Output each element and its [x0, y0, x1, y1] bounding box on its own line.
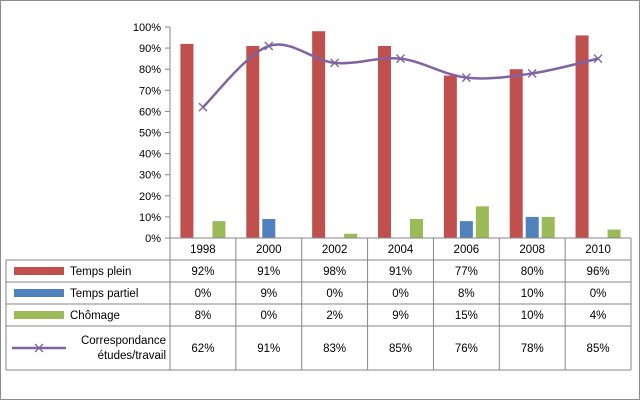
- bar-1-2006: [459, 221, 473, 238]
- y-tick-label: 50%: [139, 128, 161, 140]
- bar-2-1998: [212, 221, 226, 238]
- data-label-2-2000: 0%: [260, 310, 277, 322]
- data-label-3-2010: 85%: [587, 343, 610, 355]
- series-name: Temps plein: [70, 266, 131, 278]
- data-label-0-2002: 98%: [323, 266, 346, 278]
- bar-1-2008: [525, 216, 539, 238]
- category-label-2000: 2000: [256, 244, 282, 256]
- line-marker-2010: [593, 54, 603, 64]
- bar-2-2010: [607, 229, 621, 238]
- bar-0-2008: [509, 69, 523, 238]
- bar-0-2002: [312, 31, 326, 238]
- line-marker-2002: [330, 58, 340, 68]
- category-label-2006: 2006: [454, 244, 480, 256]
- line-marker-2000: [264, 41, 274, 51]
- line-marker-1998: [198, 102, 208, 112]
- y-tick-label: 80%: [139, 64, 161, 76]
- data-label-3-2006: 76%: [455, 343, 478, 355]
- line-marker-2006: [461, 73, 471, 83]
- data-label-0-2006: 77%: [455, 266, 478, 278]
- data-label-0-2000: 91%: [257, 266, 280, 278]
- data-label-1-2006: 8%: [458, 288, 475, 300]
- line-correspondance: [202, 43, 599, 109]
- bar-2-2004: [410, 219, 423, 238]
- data-label-3-2004: 85%: [389, 343, 412, 355]
- data-label-1-2010: 0%: [590, 288, 607, 300]
- data-label-2-2008: 10%: [521, 310, 544, 322]
- series-name: Chômage: [70, 310, 120, 322]
- series-name: Temps partiel: [70, 288, 138, 300]
- category-label-2004: 2004: [388, 244, 414, 256]
- y-tick-label: 100%: [133, 22, 161, 34]
- y-tick-label: 90%: [139, 43, 161, 55]
- category-label-2008: 2008: [519, 244, 545, 256]
- category-label-2010: 2010: [585, 244, 611, 256]
- category-label-2002: 2002: [322, 244, 348, 256]
- data-table: 1998 2000 2002 2004 2006 2008 2010 Temps plein 9…: [5, 237, 632, 371]
- y-tick-label: 60%: [139, 106, 161, 118]
- legend-key-0: [14, 267, 64, 275]
- data-label-2-2010: 4%: [590, 310, 607, 322]
- data-label-1-2000: 9%: [260, 288, 277, 300]
- data-label-0-2004: 91%: [389, 266, 412, 278]
- bar-2-2006: [475, 206, 489, 238]
- category-label-1998: 1998: [190, 244, 216, 256]
- data-label-3-2008: 78%: [521, 343, 544, 355]
- data-label-1-2008: 10%: [521, 288, 544, 300]
- series-name: études/travail: [98, 350, 166, 362]
- data-label-2-2002: 2%: [326, 310, 343, 322]
- data-label-3-2002: 83%: [323, 343, 346, 355]
- data-label-1-1998: 0%: [195, 288, 212, 300]
- y-tick-label: 20%: [139, 191, 161, 203]
- bar-0-2006: [443, 75, 457, 238]
- bar-0-1998: [180, 43, 194, 238]
- bar-0-2000: [246, 45, 260, 238]
- y-tick-label: 0%: [145, 233, 161, 245]
- legend-key-1: [14, 289, 64, 297]
- data-label-0-2008: 80%: [521, 266, 544, 278]
- data-label-3-2000: 91%: [257, 343, 280, 355]
- data-label-0-2010: 96%: [587, 266, 610, 278]
- data-label-2-2004: 9%: [392, 310, 409, 322]
- data-label-2-2006: 15%: [455, 310, 478, 322]
- line-series: [198, 41, 603, 112]
- data-label-3-1998: 62%: [191, 343, 214, 355]
- bar-2-2008: [541, 216, 555, 238]
- bars: [180, 31, 621, 238]
- y-tick-label: 30%: [139, 170, 161, 182]
- line-marker-2004: [396, 54, 405, 64]
- bar-2-2002: [344, 233, 358, 238]
- y-tick-label: 10%: [139, 212, 161, 224]
- bar-1-2000: [262, 219, 276, 238]
- axes: 0% 10% 20% 30% 40% 50% 60% 70% 80% 90% 100%: [133, 22, 171, 245]
- y-tick-label: 70%: [139, 85, 161, 97]
- series-name: Correspondance: [81, 335, 166, 347]
- bar-0-2010: [575, 35, 589, 238]
- data-label-1-2004: 0%: [392, 288, 409, 300]
- y-tick-label: 40%: [139, 149, 161, 161]
- data-label-0-1998: 92%: [191, 266, 214, 278]
- data-label-1-2002: 0%: [326, 288, 343, 300]
- legend-key-marker: [34, 343, 44, 353]
- data-label-2-1998: 8%: [195, 310, 212, 322]
- legend-key-2: [14, 311, 64, 319]
- bar-0-2004: [378, 45, 391, 238]
- line-marker-2008: [527, 68, 537, 78]
